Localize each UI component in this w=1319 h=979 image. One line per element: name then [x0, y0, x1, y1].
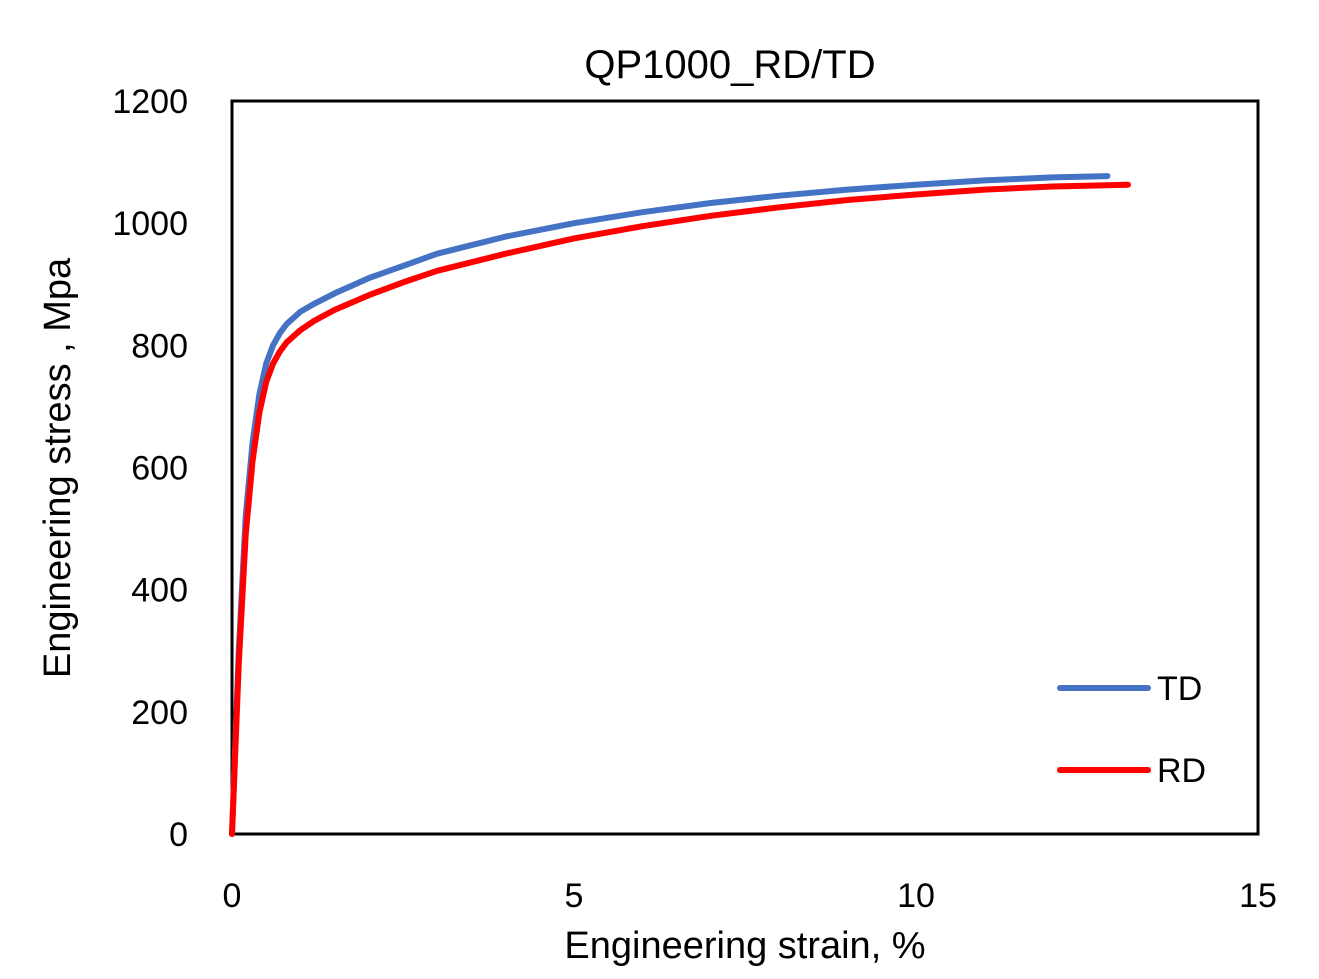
legend: TD RD: [1057, 670, 1206, 790]
y-tick-label: 600: [131, 450, 188, 488]
x-tick-label: 10: [897, 877, 935, 915]
y-tick-label: 1200: [112, 83, 188, 121]
y-tick-label: 400: [131, 572, 188, 610]
chart-title: QP1000_RD/TD: [584, 43, 875, 87]
series-layer: [229, 173, 1131, 837]
y-axis: 0 200 400 600 800 1000 1200: [112, 83, 188, 854]
x-tick-label: 0: [223, 877, 242, 915]
y-tick-label: 1000: [112, 205, 188, 243]
series-line-td: [229, 173, 1111, 837]
series-line-rd: [229, 181, 1131, 837]
y-axis-title: Engineering stress , Mpa: [37, 257, 79, 678]
plot-area-frame: [230, 99, 1260, 836]
y-tick-label: 200: [131, 694, 188, 732]
x-tick-label: 15: [1239, 877, 1277, 915]
x-tick-label: 5: [565, 877, 584, 915]
legend-label-rd: RD: [1157, 752, 1206, 790]
x-axis-title: Engineering strain, %: [564, 925, 925, 967]
y-tick-label: 0: [169, 816, 188, 854]
x-axis: 0 5 10 15: [223, 877, 1277, 915]
legend-label-td: TD: [1157, 670, 1202, 708]
y-tick-label: 800: [131, 327, 188, 365]
